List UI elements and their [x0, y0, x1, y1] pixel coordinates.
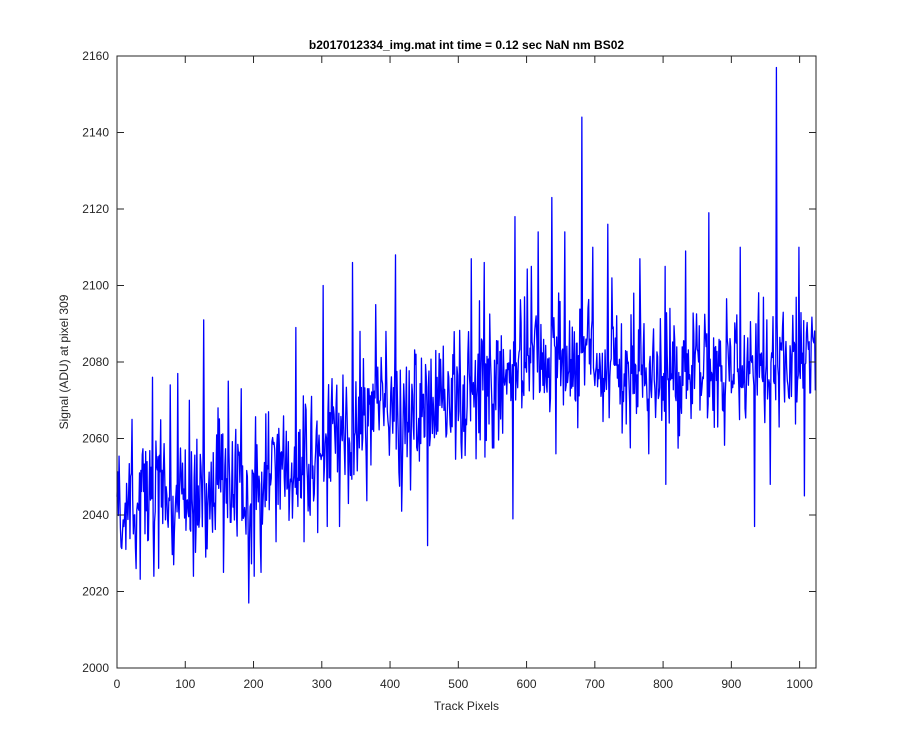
x-tick-label: 700 — [585, 677, 605, 691]
x-tick-label: 800 — [653, 677, 673, 691]
x-tick-label: 900 — [721, 677, 741, 691]
series-line — [116, 66, 816, 604]
x-tick-label: 100 — [175, 677, 195, 691]
x-tick-label: 500 — [448, 677, 468, 691]
y-tick-label: 2020 — [82, 585, 109, 599]
chart-title: b2017012334_img.mat int time = 0.12 sec … — [309, 38, 624, 52]
x-tick-label: 0 — [114, 677, 121, 691]
series-layer — [116, 66, 816, 604]
y-tick-label: 2120 — [82, 202, 109, 216]
x-axis-label: Track Pixels — [434, 699, 499, 713]
y-tick-label: 2160 — [82, 49, 109, 63]
y-tick-label: 2060 — [82, 432, 109, 446]
axes-layer: 0 100 200 300 400 500 600 700 800 900 1000 2000 2020… — [82, 49, 817, 691]
y-tick-label: 2100 — [82, 279, 109, 293]
x-tick-label: 1000 — [786, 677, 813, 691]
x-tick-label: 300 — [312, 677, 332, 691]
x-tick-label: 600 — [517, 677, 537, 691]
y-tick-label: 2140 — [82, 126, 109, 140]
x-tick-label: 200 — [244, 677, 264, 691]
y-tick-label: 2000 — [82, 661, 109, 675]
y-axis-label: Signal (ADU) at pixel 309 — [57, 294, 71, 429]
x-tick-label: 400 — [380, 677, 400, 691]
y-tick-label: 2040 — [82, 508, 109, 522]
plot-area — [117, 56, 816, 668]
y-tick-label: 2080 — [82, 355, 109, 369]
